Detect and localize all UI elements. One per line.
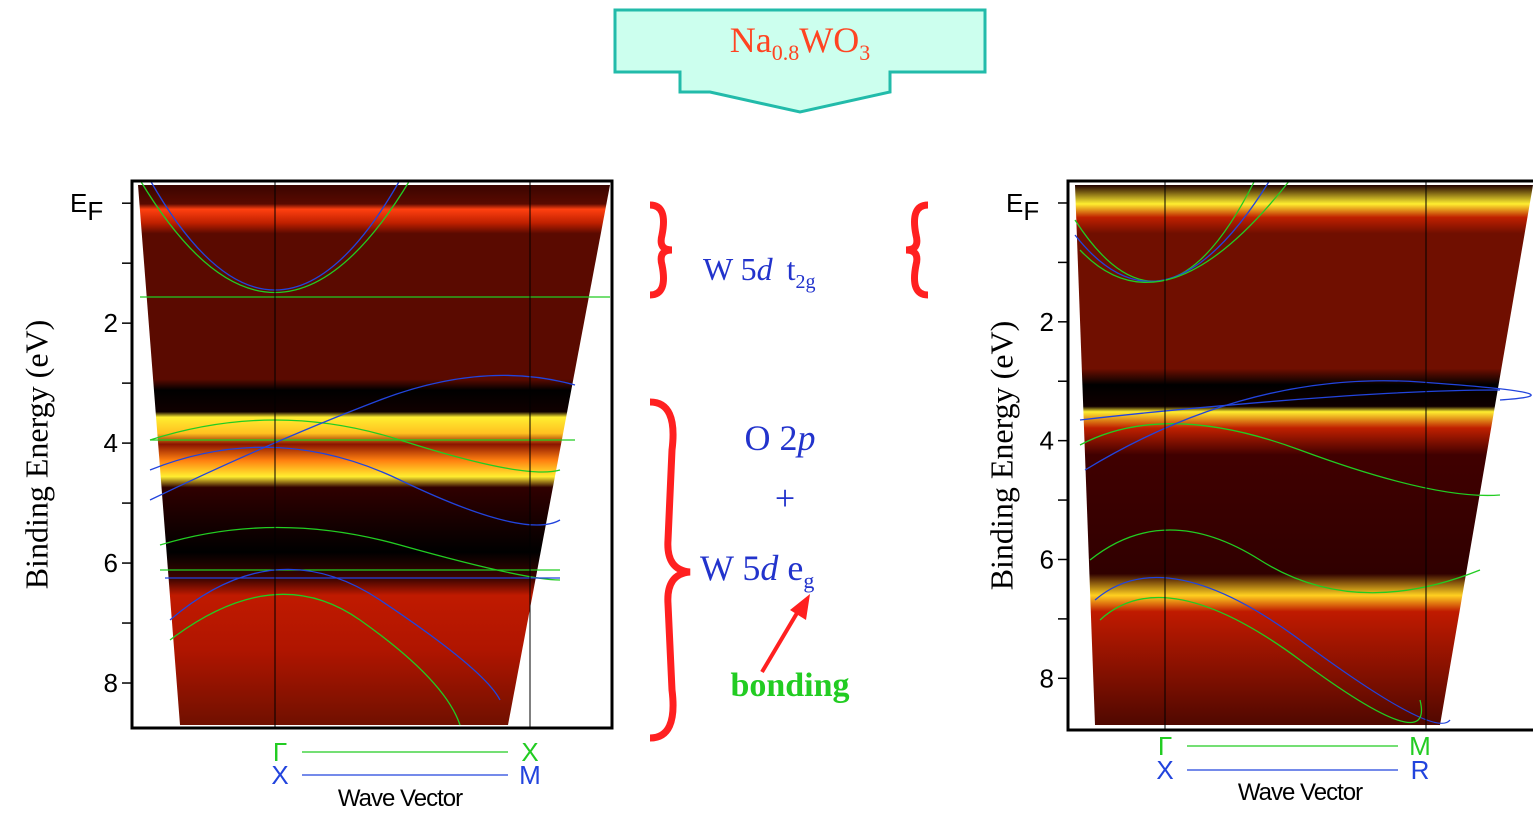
k-point: X — [271, 760, 288, 790]
k-point: M — [519, 760, 541, 790]
label-bonding: bonding — [730, 667, 849, 704]
brace — [906, 205, 928, 295]
y-tick-label: 8 — [104, 668, 118, 698]
k-point: X — [1156, 755, 1173, 785]
y-tick-label: 2 — [1040, 307, 1054, 337]
y-tick-label: 4 — [1040, 426, 1054, 456]
y-tick-label: 8 — [1040, 663, 1054, 693]
label-eg: W 5d eg — [700, 548, 814, 593]
y-tick-label: 2 — [104, 308, 118, 338]
ef-sub: F — [87, 196, 103, 226]
title: Na0.8WO3 — [730, 20, 870, 65]
x-axis-label: Wave Vector — [338, 785, 463, 812]
ef-base: E — [70, 188, 87, 218]
y-tick-label: 4 — [104, 428, 118, 458]
x-axis-label: Wave Vector — [1238, 779, 1363, 806]
ef-sub: F — [1023, 196, 1039, 226]
arrow — [762, 608, 800, 672]
label-plus: + — [775, 478, 795, 518]
y-tick-label: 6 — [1040, 544, 1054, 574]
ef-label: EF — [70, 188, 103, 226]
y-axis-label: Binding Energy (eV) — [983, 321, 1019, 591]
arpes-image — [1075, 185, 1533, 725]
y-tick-label: 6 — [104, 548, 118, 578]
brace — [650, 205, 672, 295]
y-axis-label: Binding Energy (eV) — [18, 320, 54, 590]
label-o2p: O 2p — [745, 418, 816, 458]
figure: Na0.8WO3 W 5dt2g O 2p + W 5d e — [0, 0, 1533, 828]
k-point: R — [1411, 755, 1430, 785]
ef-label: EF — [1006, 188, 1039, 226]
ef-base: E — [1006, 188, 1023, 218]
brace — [650, 402, 690, 738]
